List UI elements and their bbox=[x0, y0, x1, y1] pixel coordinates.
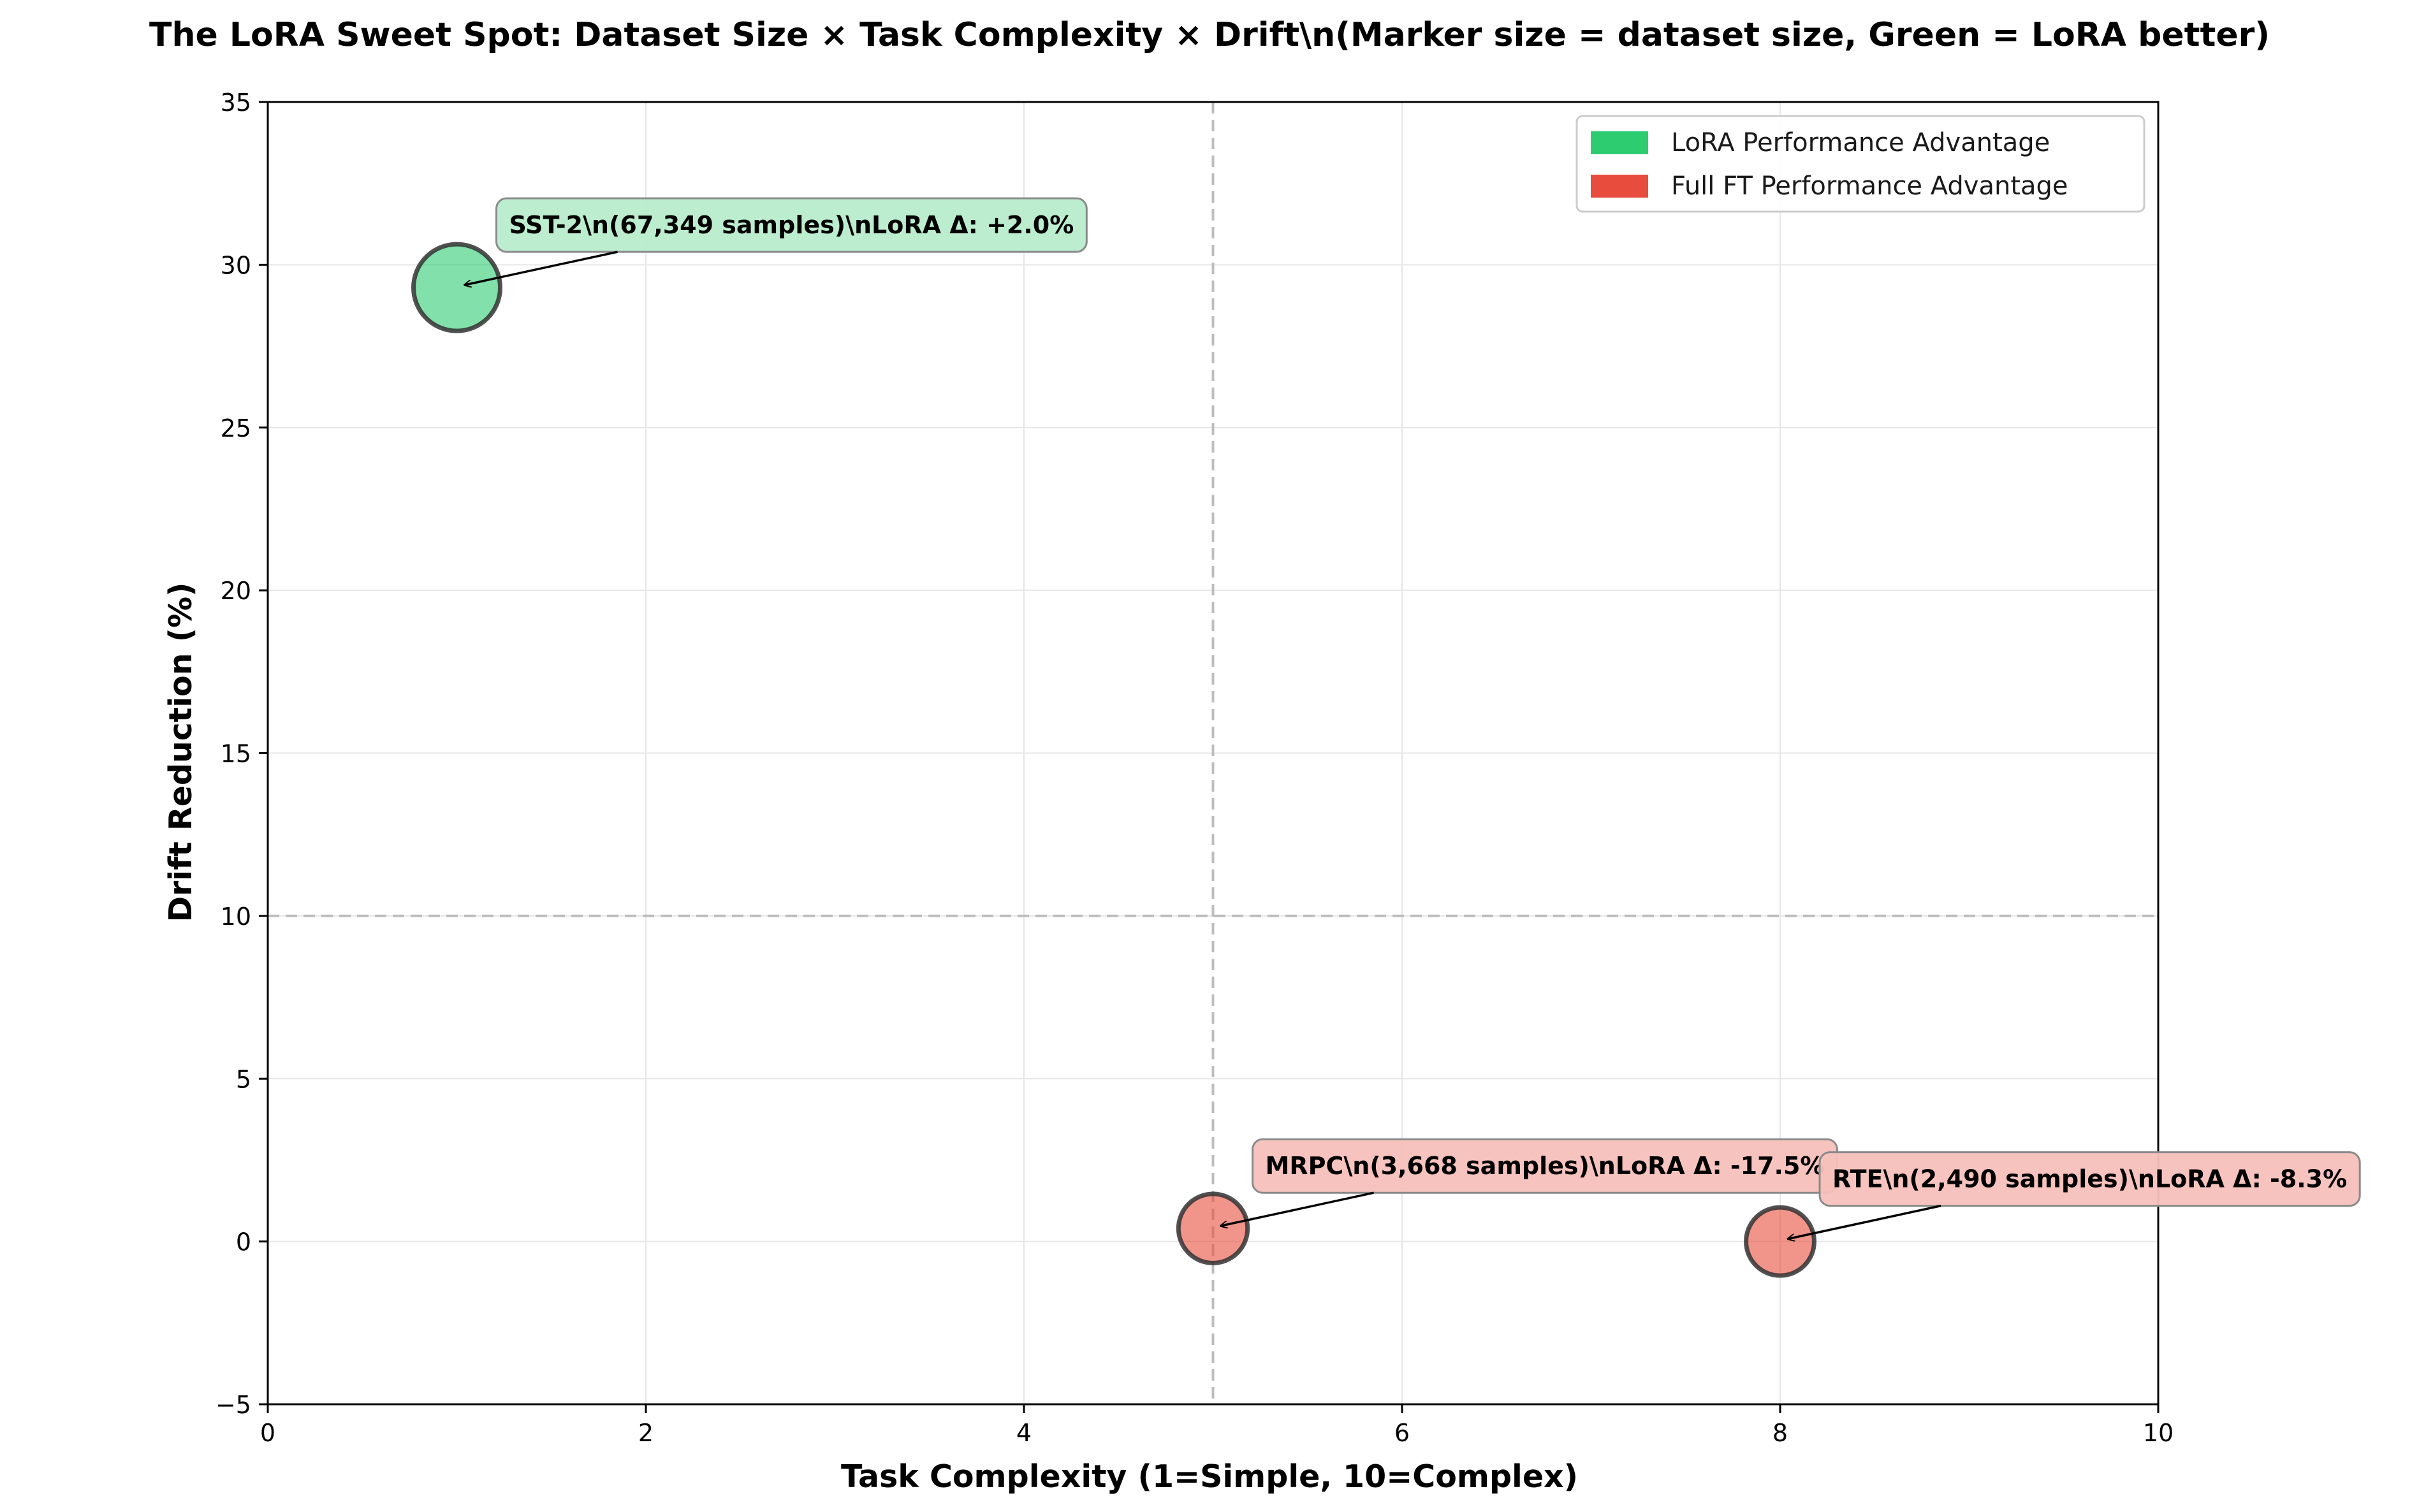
legend-swatch bbox=[1591, 175, 1648, 198]
annotation-box bbox=[1818, 1151, 2361, 1207]
y-axis-label: Drift Reduction (%) bbox=[163, 582, 199, 922]
point-annotation: SST-2\n(67,349 samples)\nLoRA Δ: +2.0% bbox=[465, 197, 1088, 285]
data-point bbox=[1744, 1205, 1816, 1278]
legend-swatch bbox=[1591, 131, 1648, 154]
annotation-text: MRPC\n(3,668 samples)\nLoRA Δ: -17.5% bbox=[1266, 1152, 1825, 1180]
annotations: SST-2\n(67,349 samples)\nLoRA Δ: +2.0% MR… bbox=[465, 197, 2361, 1239]
y-tick-label: 0 bbox=[236, 1228, 251, 1256]
x-tick-label: 10 bbox=[2143, 1419, 2174, 1447]
x-tick-label: 4 bbox=[1016, 1419, 1032, 1447]
point-annotation: RTE\n(2,490 samples)\nLoRA Δ: -8.3% bbox=[1788, 1151, 2361, 1239]
y-tick-label: 10 bbox=[221, 903, 251, 931]
data-points bbox=[411, 242, 1816, 1278]
data-point bbox=[411, 242, 502, 333]
x-tick-label: 8 bbox=[1772, 1419, 1788, 1447]
x-axis-label: Task Complexity (1=Simple, 10=Complex) bbox=[841, 1458, 1578, 1495]
reference-lines bbox=[268, 102, 2158, 1404]
y-tick-label: 5 bbox=[236, 1065, 251, 1093]
y-tick-label: −5 bbox=[216, 1391, 251, 1419]
data-point bbox=[1176, 1191, 1250, 1265]
x-tick-label: 2 bbox=[638, 1419, 654, 1447]
y-tick-label: 20 bbox=[221, 577, 251, 605]
x-tick-label: 0 bbox=[260, 1419, 275, 1447]
chart-title: The LoRA Sweet Spot: Dataset Size × Task… bbox=[149, 16, 2270, 54]
annotation-arrow bbox=[1221, 1191, 1374, 1226]
legend-frame bbox=[1575, 115, 2145, 213]
annotation-arrow bbox=[1788, 1204, 1941, 1239]
y-tick-label: 15 bbox=[221, 740, 251, 768]
annotation-arrow bbox=[465, 251, 618, 285]
x-tick-label: 6 bbox=[1394, 1419, 1410, 1447]
y-tick-label: 25 bbox=[221, 414, 251, 442]
y-tick-label: 30 bbox=[221, 251, 251, 279]
legend-label: Full FT Performance Advantage bbox=[1671, 171, 2068, 201]
annotation-box bbox=[495, 197, 1088, 253]
annotation-text: SST-2\n(67,349 samples)\nLoRA Δ: +2.0% bbox=[509, 211, 1074, 239]
legend-label: LoRA Performance Advantage bbox=[1671, 128, 2050, 157]
legend: LoRA Performance Advantage Full FT Perfor… bbox=[1575, 115, 2145, 213]
axis-ticks: 0 2 4 6 8 10 −5 0 5 10 15 20 25 30 35 bbox=[216, 89, 2174, 1447]
y-tick-label: 35 bbox=[221, 89, 251, 117]
point-annotation: MRPC\n(3,668 samples)\nLoRA Δ: -17.5% bbox=[1221, 1138, 1838, 1226]
annotation-text: RTE\n(2,490 samples)\nLoRA Δ: -8.3% bbox=[1832, 1165, 2347, 1193]
